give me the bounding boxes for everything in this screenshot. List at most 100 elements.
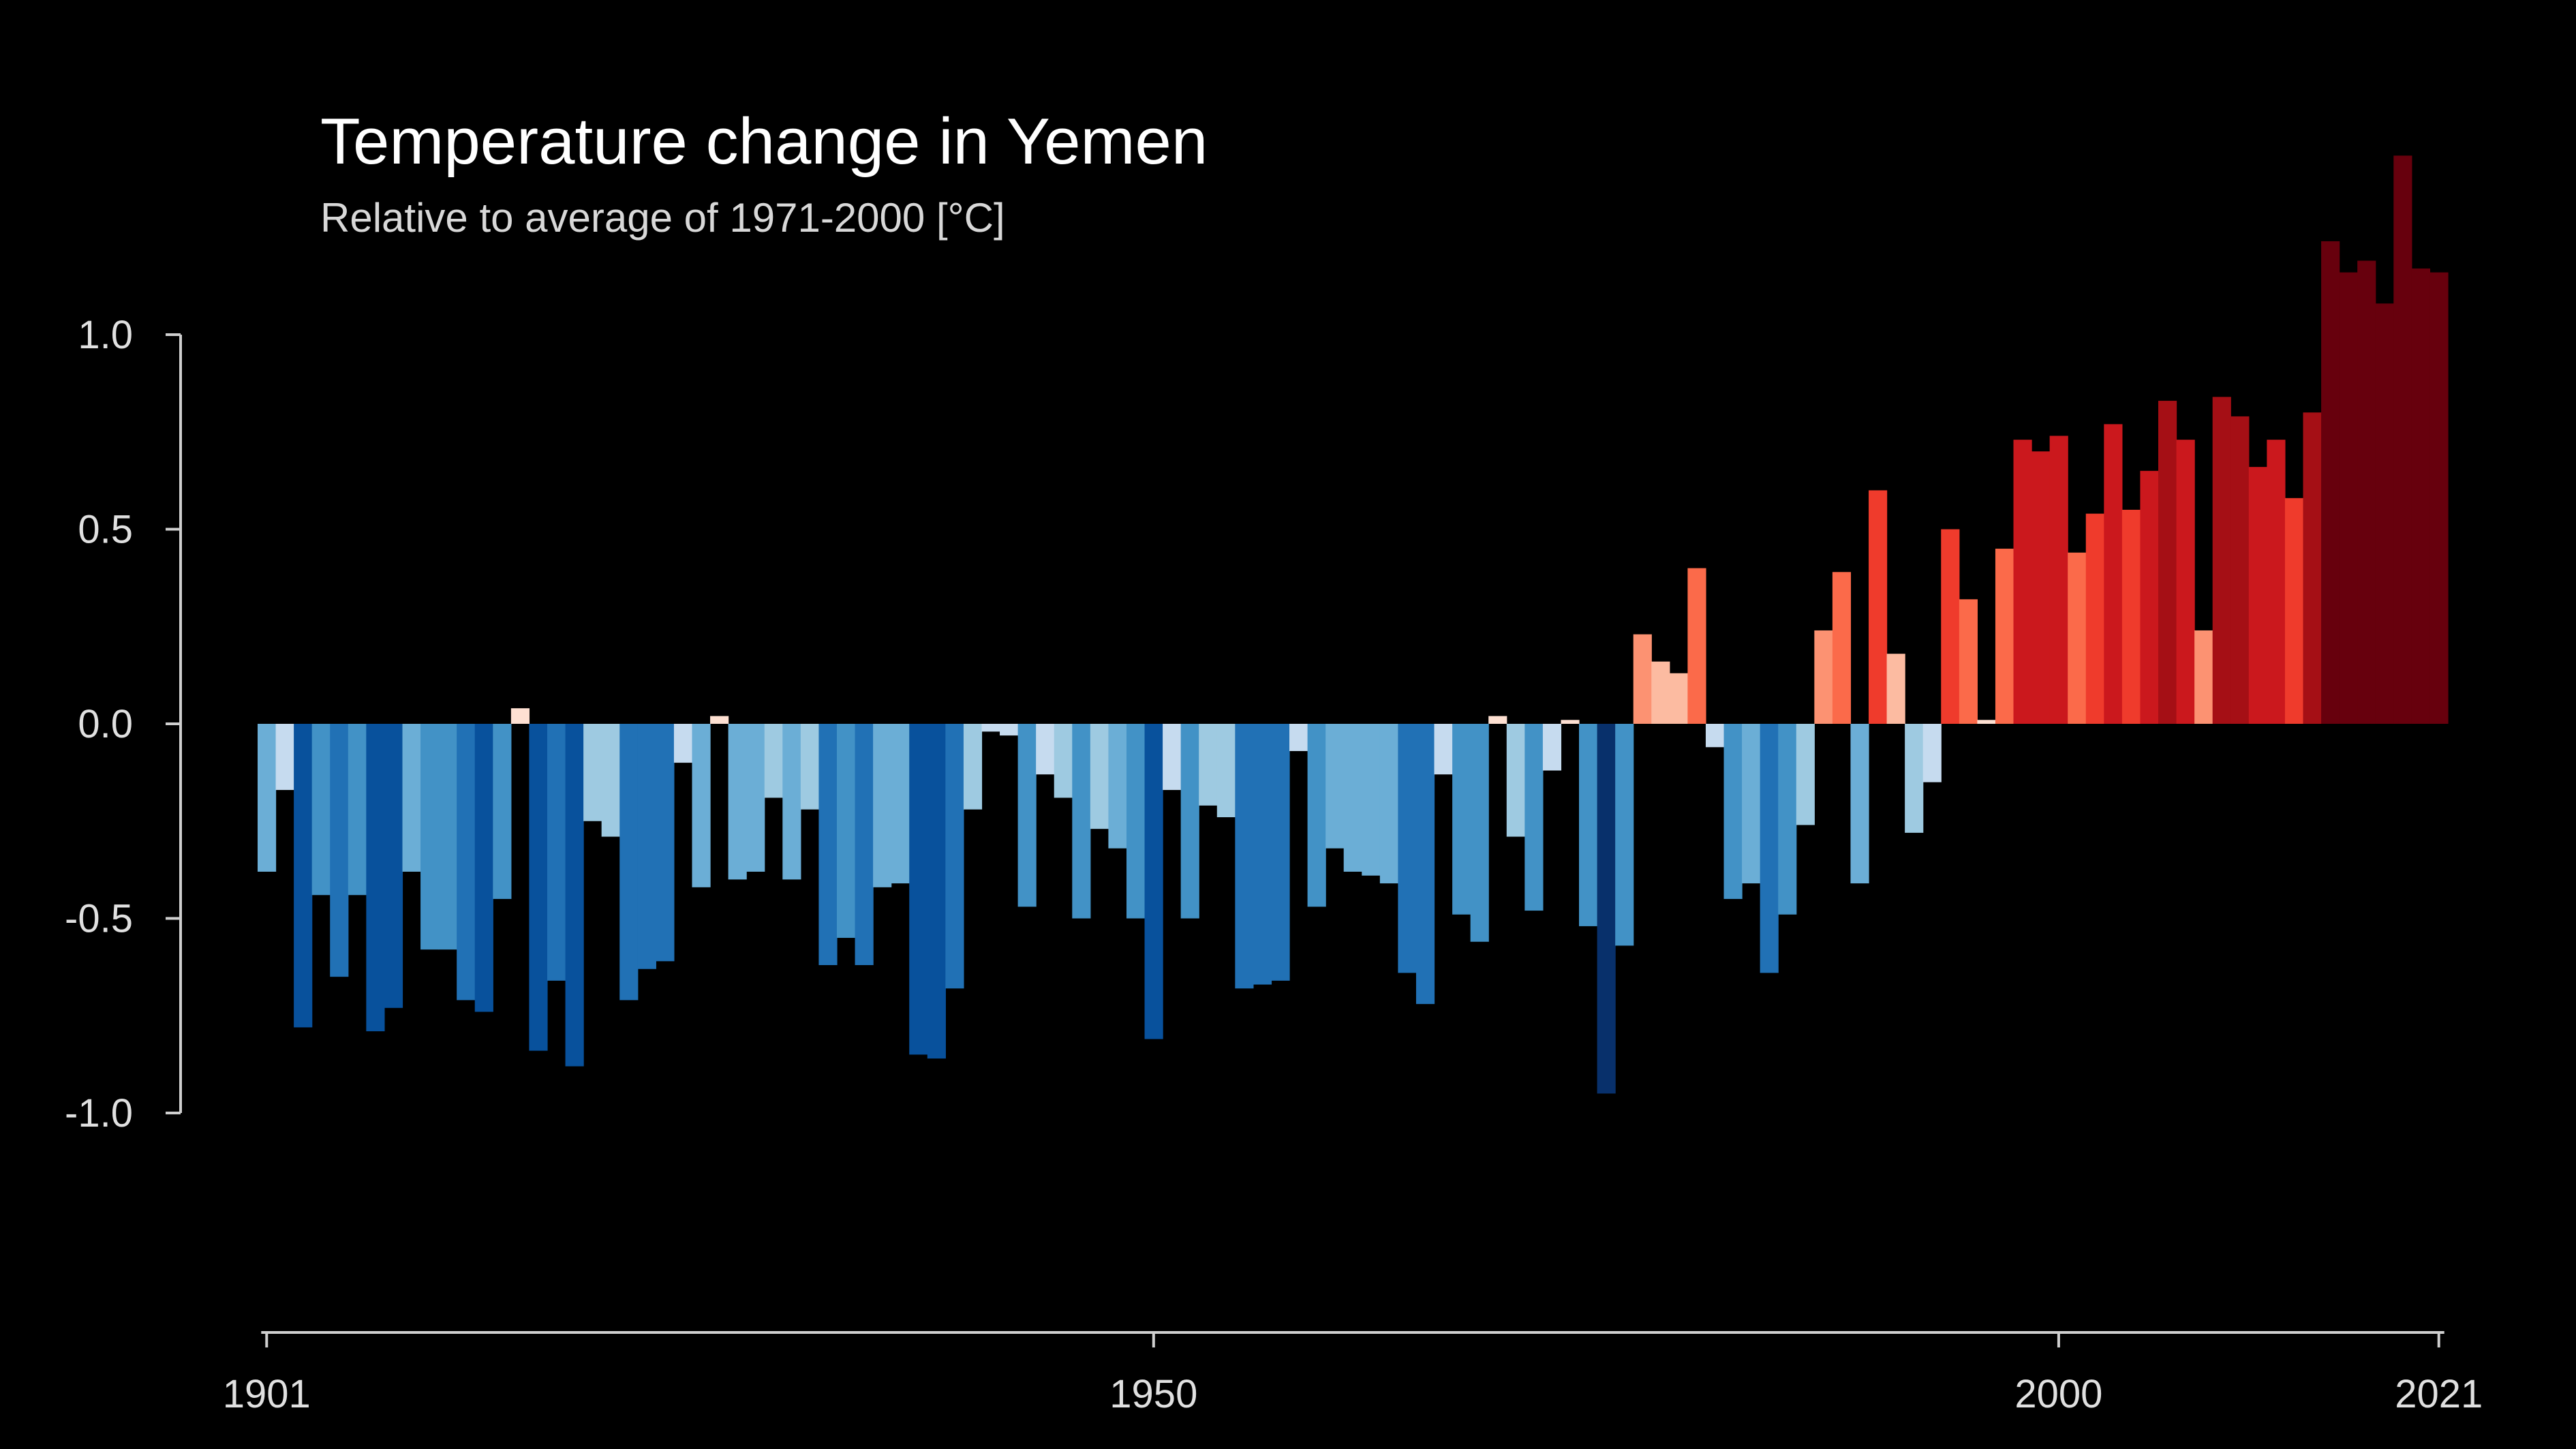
bar-1918	[565, 724, 584, 1067]
bar-1924	[673, 724, 693, 763]
bar-1938	[927, 724, 946, 1059]
bar-1911	[438, 724, 457, 950]
bar-1984	[1760, 724, 1779, 973]
bar-1986	[1796, 724, 1815, 825]
bar-1912	[457, 724, 476, 1001]
bar-2017	[2357, 260, 2376, 724]
bar-1953	[1199, 724, 1218, 806]
bar-1973	[1561, 720, 1580, 724]
bar-1971	[1524, 724, 1544, 911]
bar-1921	[619, 724, 639, 1001]
bar-1936	[891, 724, 910, 884]
bar-1976	[1615, 724, 1634, 946]
bar-1950	[1144, 724, 1163, 1039]
bar-1968	[1470, 724, 1489, 942]
bar-1988	[1832, 572, 1852, 724]
bar-1919	[583, 724, 602, 821]
bar-1970	[1506, 724, 1525, 837]
bar-1960	[1325, 724, 1345, 849]
y-tick-label: -1.0	[65, 1091, 133, 1135]
bar-1985	[1778, 724, 1797, 915]
bar-1995	[1959, 599, 1978, 724]
bar-1937	[909, 724, 928, 1055]
bar-1992	[1905, 724, 1924, 833]
bar-1910	[420, 724, 440, 950]
bar-1949	[1126, 724, 1146, 919]
bar-1965	[1415, 724, 1435, 1005]
bar-1983	[1742, 724, 1761, 884]
bar-1923	[656, 724, 675, 962]
x-axis: 1901 1950 2000 2021	[223, 1331, 2483, 1416]
bar-1957	[1271, 724, 1290, 981]
bar-2001	[2068, 552, 2087, 724]
bar-1926	[710, 716, 729, 724]
bar-1979	[1669, 673, 1688, 724]
bar-2018	[2375, 303, 2394, 724]
bar-1944	[1036, 724, 1055, 775]
bar-1905	[330, 724, 349, 977]
bar-1952	[1180, 724, 1199, 919]
y-axis: 1.0 0.5 0.0 -0.5 -1.0	[65, 313, 182, 1135]
bar-1916	[529, 724, 548, 1051]
bar-1917	[547, 724, 566, 981]
bar-1978	[1651, 661, 1670, 724]
bar-1946	[1072, 724, 1091, 919]
x-tick-label: 2021	[2395, 1372, 2483, 1416]
bar-2020	[2411, 268, 2431, 724]
bar-1902	[275, 724, 294, 791]
bar-2009	[2212, 397, 2231, 724]
bar-1975	[1597, 724, 1616, 1094]
bar-1927	[728, 724, 747, 880]
bar-1901	[258, 724, 277, 872]
y-tick-label: -0.5	[65, 897, 133, 941]
bar-1997	[1995, 549, 2014, 724]
bar-1966	[1434, 724, 1453, 775]
chart-title: Temperature change in Yemen	[320, 105, 1208, 178]
bar-1915	[510, 708, 530, 724]
bar-1948	[1108, 724, 1127, 849]
bar-1929	[764, 724, 783, 798]
bar-1920	[601, 724, 620, 837]
bar-2014	[2303, 412, 2322, 724]
bar-1964	[1398, 724, 1417, 973]
bar-1996	[1977, 720, 1996, 724]
bar-2012	[2267, 440, 2286, 724]
bar-2021	[2429, 272, 2449, 724]
bar-1959	[1307, 724, 1326, 907]
bar-1994	[1941, 529, 1960, 724]
bar-2010	[2230, 416, 2250, 724]
bar-2013	[2284, 498, 2304, 724]
bar-2019	[2393, 155, 2412, 724]
bars-group	[258, 155, 2449, 1094]
bar-1990	[1869, 490, 1888, 724]
bar-2008	[2194, 630, 2213, 724]
bar-1977	[1633, 634, 1652, 724]
bar-1982	[1723, 724, 1743, 899]
bar-1989	[1850, 724, 1869, 884]
x-tick-label: 1901	[223, 1372, 311, 1416]
bar-1999	[2031, 451, 2051, 724]
bar-1925	[692, 724, 711, 887]
bar-1942	[1000, 724, 1019, 736]
bar-1931	[800, 724, 820, 810]
bar-1955	[1235, 724, 1254, 989]
bar-1934	[855, 724, 874, 966]
bar-2016	[2339, 272, 2358, 724]
bar-1945	[1054, 724, 1073, 798]
bar-1903	[294, 724, 313, 1028]
bar-1908	[384, 724, 403, 1008]
bar-1913	[474, 724, 493, 1012]
bar-1933	[836, 724, 856, 939]
bar-1980	[1687, 568, 1706, 724]
bar-1993	[1922, 724, 1942, 782]
bar-1991	[1886, 654, 1905, 724]
bar-1940	[963, 724, 983, 810]
bar-1954	[1216, 724, 1236, 818]
bar-2003	[2104, 424, 2123, 724]
bar-1972	[1542, 724, 1562, 771]
bar-2004	[2121, 509, 2141, 724]
bar-1943	[1017, 724, 1037, 907]
bar-2000	[2049, 436, 2068, 724]
y-tick-label: 0.5	[78, 508, 133, 552]
